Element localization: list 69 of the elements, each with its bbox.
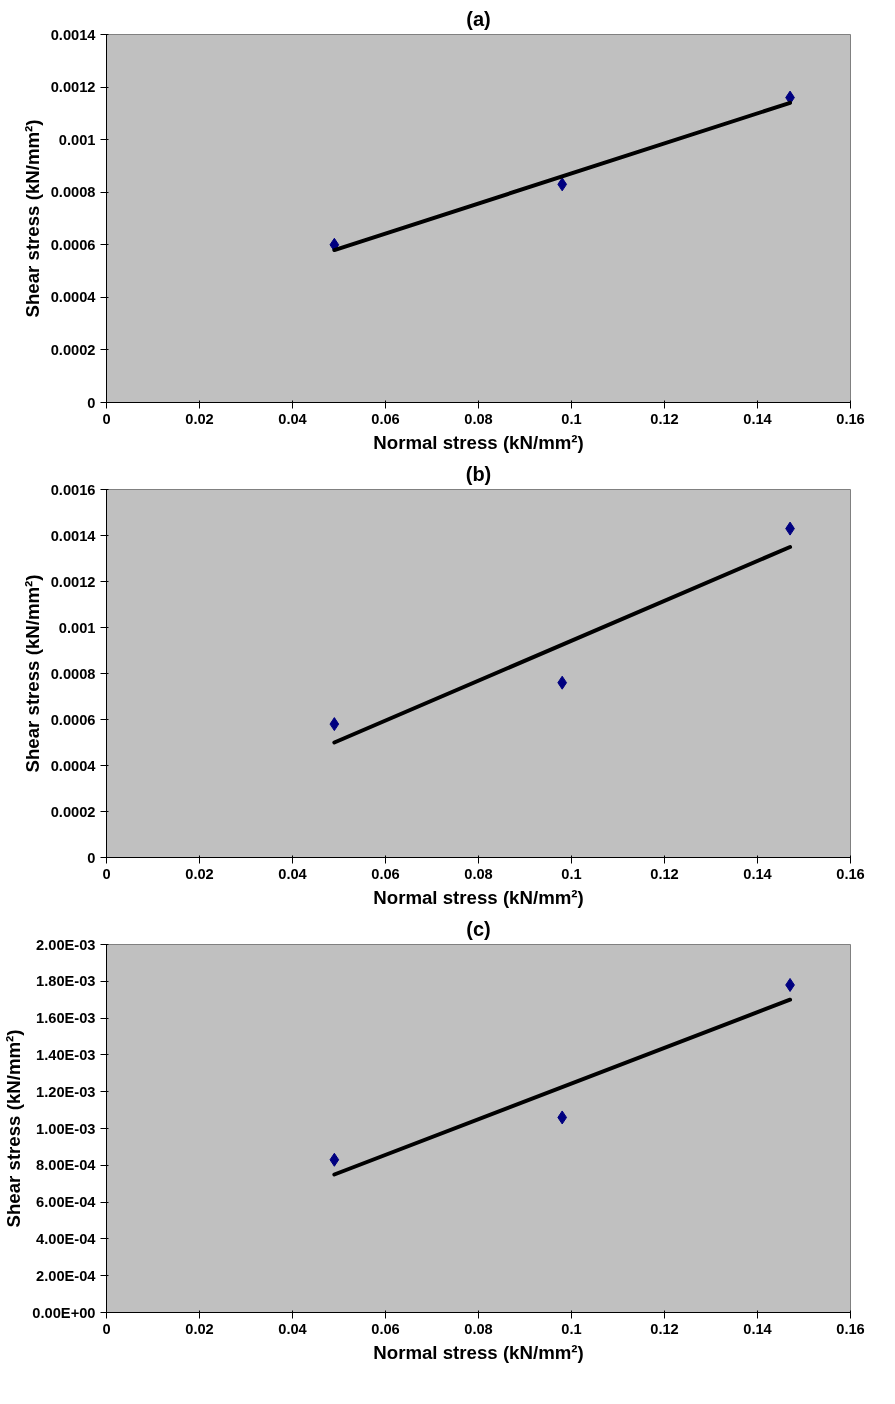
- y-tick-label: 8.00E-04: [36, 1157, 97, 1174]
- x-axis-title: Normal stress (kN/mm²): [373, 1341, 584, 1363]
- chart-title: (a): [466, 7, 491, 30]
- x-tick-label: 0.1: [561, 865, 582, 882]
- x-tick-label: 0.16: [836, 1320, 865, 1337]
- point: [329, 717, 340, 732]
- y-tick-label: 2.00E-04: [36, 1267, 97, 1284]
- y-tick-label: 0: [87, 849, 96, 866]
- x-tick-label: 0.06: [371, 865, 400, 882]
- y-tick-label: 1.20E-03: [36, 1083, 96, 1100]
- x-tick-label: 0.16: [836, 410, 865, 427]
- y-tick-label: 2.00E-03: [36, 936, 96, 953]
- x-tick-label: 0.12: [650, 1320, 679, 1337]
- x-tick-label: 0.06: [371, 1320, 400, 1337]
- y-tick-label: 1.80E-03: [36, 973, 96, 990]
- y-tick-label: 0: [87, 394, 96, 411]
- y-tick-label: 0.0014: [50, 26, 97, 43]
- x-tick-label: 0.04: [278, 410, 308, 427]
- y-tick-label: 0.001: [58, 619, 96, 636]
- y-tick-label: 0.00E+00: [32, 1304, 96, 1321]
- x-tick-label: 0.16: [836, 865, 865, 882]
- y-tick-label: 1.00E-03: [36, 1120, 96, 1137]
- y-tick-label: 0.0002: [50, 803, 96, 820]
- chart-title: (b): [465, 462, 492, 485]
- y-tick-label: 1.60E-03: [36, 1010, 96, 1027]
- y-tick-label: 0.001: [58, 131, 96, 148]
- x-tick-label: 0: [102, 410, 111, 427]
- x-tick-label: 0.08: [464, 1320, 493, 1337]
- x-tick-label: 0: [102, 865, 111, 882]
- point: [329, 1152, 340, 1167]
- x-tick-label: 0.12: [650, 410, 679, 427]
- x-tick-label: 0.02: [185, 410, 214, 427]
- y-tick-label: 0.0002: [50, 341, 96, 358]
- x-tick-label: 0.04: [278, 1320, 308, 1337]
- x-axis-title: Normal stress (kN/mm²): [373, 886, 584, 908]
- x-tick-label: 0.1: [561, 410, 582, 427]
- x-tick-label: 0.12: [650, 865, 679, 882]
- y-tick-label: 0.0008: [50, 665, 96, 682]
- y-tick-label: 1.40E-03: [36, 1046, 96, 1063]
- x-tick-label: 0.02: [185, 865, 214, 882]
- x-tick-label: 0: [102, 1320, 111, 1337]
- y-tick-label: 6.00E-04: [36, 1194, 97, 1211]
- y-tick-label: 0.0016: [50, 481, 96, 498]
- x-axis-title: Normal stress (kN/mm²): [373, 431, 584, 453]
- x-tick-label: 0.14: [743, 410, 773, 427]
- y-tick-label: 0.0014: [50, 527, 97, 544]
- chart-title: (c): [466, 917, 491, 940]
- y-axis-title: Shear stress (kN/mm²): [21, 574, 43, 773]
- x-tick-label: 0.04: [278, 865, 308, 882]
- y-tick-label: 0.0006: [50, 236, 96, 253]
- y-axis-title: Shear stress (kN/mm²): [21, 119, 43, 318]
- y-axis-title: Shear stress (kN/mm²): [3, 1029, 25, 1228]
- x-tick-label: 0.02: [185, 1320, 214, 1337]
- x-tick-label: 0.1: [561, 1320, 582, 1337]
- y-tick-label: 0.0006: [50, 711, 96, 728]
- x-tick-label: 0.14: [743, 1320, 773, 1337]
- y-tick-label: 0.0004: [50, 757, 97, 774]
- y-tick-label: 0.0012: [50, 79, 96, 96]
- point: [557, 1110, 568, 1125]
- x-tick-label: 0.14: [743, 865, 773, 882]
- x-tick-label: 0.08: [464, 410, 493, 427]
- y-tick-label: 0.0004: [50, 289, 97, 306]
- x-tick-label: 0.08: [464, 865, 493, 882]
- point: [557, 675, 568, 690]
- y-tick-label: 0.0008: [50, 184, 96, 201]
- y-tick-label: 0.0012: [50, 573, 96, 590]
- point: [557, 177, 568, 192]
- y-tick-label: 4.00E-04: [36, 1230, 97, 1247]
- x-tick-label: 0.06: [371, 410, 400, 427]
